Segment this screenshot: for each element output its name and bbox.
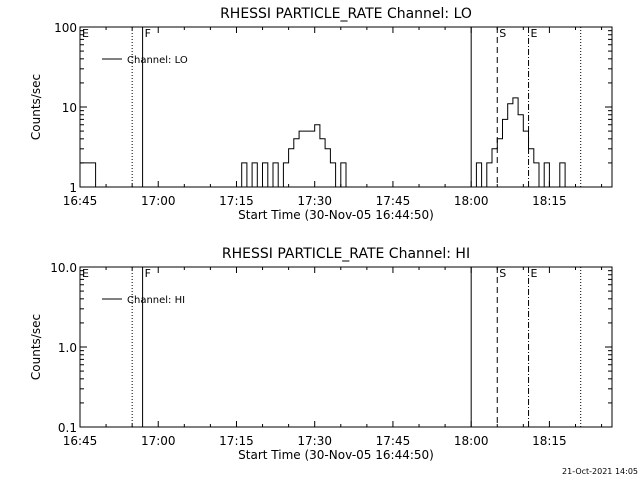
panel1-x-tick-label: 17:15 xyxy=(219,434,254,448)
generation-timestamp: 21-Oct-2021 14:05 xyxy=(562,467,638,476)
panel1-chart-title: RHESSI PARTICLE_RATE Channel: HI xyxy=(222,246,470,262)
panel1-x-tick-label: 18:00 xyxy=(454,434,489,448)
panel1-event-marker-label: E xyxy=(531,267,538,280)
panel1-x-axis-label: Start Time (30-Nov-05 16:44:50) xyxy=(238,448,434,462)
panel0-event-marker-label: E xyxy=(531,27,538,40)
hi-channel-panel: RHESSI PARTICLE_RATE Channel: HI 16:45 17:… xyxy=(29,246,613,462)
panel1-plot-frame xyxy=(79,266,613,428)
panel0-x-tick-label: 17:45 xyxy=(376,194,411,208)
panel1-y-axis-label: Counts/sec xyxy=(29,314,43,380)
panel1-event-marker-label: S xyxy=(499,267,506,280)
panel0-series-line xyxy=(79,97,586,188)
panel1-x-tick-label: 17:30 xyxy=(297,434,332,448)
panel0-x-tick-label: 18:00 xyxy=(454,194,489,208)
lo-channel-panel: RHESSI PARTICLE_RATE Channel: LO 16:45 17:… xyxy=(29,6,613,222)
panel1-y-tick-label: 10.0 xyxy=(50,261,77,275)
panel0-event-marker-label: F xyxy=(145,27,151,40)
panel0-event-marker-label: E xyxy=(82,27,89,40)
panel0-y-tick-label: 10 xyxy=(62,101,77,115)
panel0-y-axis-label: Counts/sec xyxy=(29,74,43,140)
panel1-y-tick-label: 1.0 xyxy=(58,341,77,355)
panel1-x-tick-label: 16:45 xyxy=(63,434,98,448)
panel0-chart-title: RHESSI PARTICLE_RATE Channel: LO xyxy=(220,6,472,22)
panel0-y-tick-label: 1 xyxy=(69,181,77,195)
panel1-y-tick-label: 0.1 xyxy=(58,421,77,435)
panel0-x-tick-label: 16:45 xyxy=(63,194,98,208)
panel0-x-tick-label: 17:00 xyxy=(141,194,176,208)
panel0-event-marker-label: S xyxy=(499,27,506,40)
panel1-x-tick-label: 17:00 xyxy=(141,434,176,448)
panel1-event-marker-label: E xyxy=(82,267,89,280)
panel0-x-tick-label: 17:15 xyxy=(219,194,254,208)
panel0-x-axis-label: Start Time (30-Nov-05 16:44:50) xyxy=(238,208,434,222)
panel0-legend-entry: Channel: LO xyxy=(127,55,188,66)
panel0-x-tick-label: 17:30 xyxy=(297,194,332,208)
panel1-x-tick-label: 18:15 xyxy=(532,434,567,448)
panel0-x-tick-label: 18:15 xyxy=(532,194,567,208)
panel1-legend-entry: Channel: HI xyxy=(127,295,185,306)
panel0-y-tick-label: 100 xyxy=(54,21,77,35)
panel1-x-tick-label: 17:45 xyxy=(376,434,411,448)
panel1-event-marker-label: F xyxy=(145,267,151,280)
